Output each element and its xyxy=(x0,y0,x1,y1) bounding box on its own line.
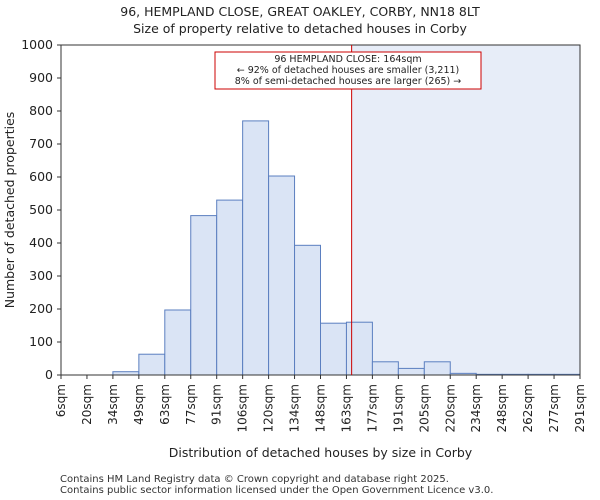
bar-205sqm xyxy=(423,361,451,376)
y-tick-label: 800 xyxy=(29,103,53,118)
chart-subtitle: Size of property relative to detached ho… xyxy=(133,21,467,36)
x-tick-label: 63sqm xyxy=(158,384,172,425)
x-tick-label: 248sqm xyxy=(495,384,509,432)
x-tick-label: 20sqm xyxy=(80,384,94,425)
y-tick-label: 1000 xyxy=(21,37,53,52)
x-tick-label: 205sqm xyxy=(417,384,431,432)
x-tick-label: 49sqm xyxy=(132,384,146,425)
y-tick-label: 0 xyxy=(45,367,53,382)
bar-163sqm xyxy=(345,321,373,376)
footer-licence: Contains public sector information licen… xyxy=(60,485,494,496)
chart-title: 96, HEMPLAND CLOSE, GREAT OAKLEY, CORBY,… xyxy=(120,4,480,19)
bar-77sqm xyxy=(190,215,218,376)
x-tick-label: 191sqm xyxy=(391,384,405,432)
y-axis-label: Number of detached properties xyxy=(2,112,17,309)
x-tick-label: 177sqm xyxy=(365,384,379,432)
x-tick-label: 6sqm xyxy=(54,384,68,417)
x-tick-label: 163sqm xyxy=(339,384,353,432)
bar-120sqm xyxy=(268,175,296,376)
x-tick-label: 34sqm xyxy=(106,384,120,425)
x-tick-label: 262sqm xyxy=(521,384,535,432)
bar-134sqm xyxy=(294,244,321,376)
annotation-line-2: ← 92% of detached houses are smaller (3,… xyxy=(237,65,460,76)
y-tick-label: 400 xyxy=(29,235,53,250)
x-tick-label: 291sqm xyxy=(573,384,587,432)
larger-properties-shade xyxy=(351,45,580,375)
x-axis-label: Distribution of detached houses by size … xyxy=(169,445,473,460)
x-tick-label: 220sqm xyxy=(443,384,457,432)
footer-copyright: Contains HM Land Registry data © Crown c… xyxy=(60,474,449,485)
y-tick-label: 500 xyxy=(29,202,53,217)
bar-91sqm xyxy=(216,199,244,376)
y-tick-label: 200 xyxy=(29,301,53,316)
y-tick-label: 700 xyxy=(29,136,53,151)
x-tick-label: 77sqm xyxy=(184,384,198,425)
bar-49sqm xyxy=(138,353,166,376)
y-tick-label: 300 xyxy=(29,268,53,283)
bar-63sqm xyxy=(164,309,192,376)
bar-177sqm xyxy=(371,361,399,376)
y-tick-label: 900 xyxy=(29,70,53,85)
y-tick-label: 600 xyxy=(29,169,53,184)
bar-148sqm xyxy=(320,322,347,376)
annotation-line-3: 8% of semi-detached houses are larger (2… xyxy=(235,76,462,87)
x-tick-label: 148sqm xyxy=(314,384,328,432)
bar-191sqm xyxy=(397,367,425,376)
x-tick-label: 234sqm xyxy=(469,384,483,432)
y-tick-label: 100 xyxy=(29,334,53,349)
x-tick-label: 91sqm xyxy=(210,384,224,425)
x-tick-label: 134sqm xyxy=(288,384,302,432)
x-tick-label: 277sqm xyxy=(547,384,561,432)
x-tick-label: 120sqm xyxy=(262,384,276,432)
annotation-box xyxy=(214,51,482,90)
annotation-line-1: 96 HEMPLAND CLOSE: 164sqm xyxy=(274,54,421,65)
x-tick-label: 106sqm xyxy=(236,384,250,432)
bar-106sqm xyxy=(242,120,270,376)
